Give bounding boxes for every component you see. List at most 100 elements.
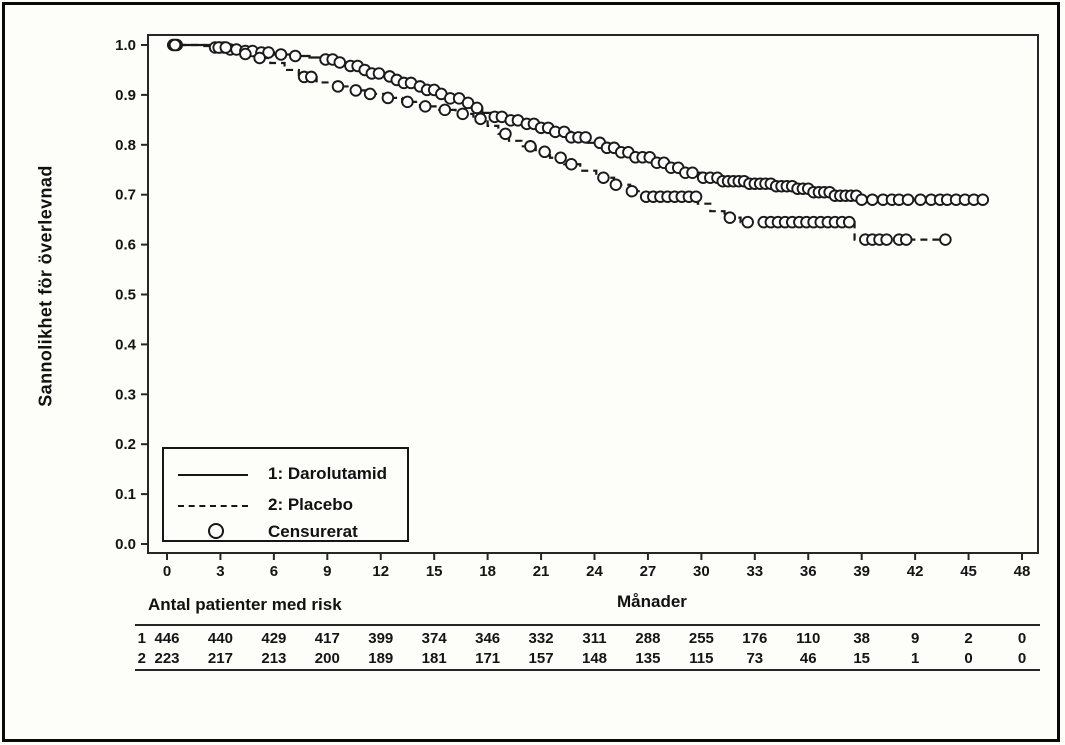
y-tick-label: 0.2: [115, 436, 136, 453]
dashed-line-sample: [178, 505, 248, 507]
censor-mark: [579, 131, 592, 144]
x-tick-label: 48: [1014, 563, 1031, 580]
x-axis-label: Månader: [617, 592, 687, 611]
x-tick-label: 15: [426, 563, 443, 580]
x-tick-label: 6: [270, 563, 278, 580]
risk-count: 181: [422, 650, 447, 667]
y-tick-label: 0.4: [115, 336, 137, 353]
censor-mark: [401, 95, 414, 109]
x-tick-label: 18: [479, 563, 496, 580]
risk-row-label: 2: [138, 650, 146, 667]
y-tick-label: 0.5: [115, 287, 136, 304]
x-tick-label: 30: [693, 563, 710, 580]
x-tick-label: 33: [746, 563, 763, 580]
y-tick-label: 0.8: [115, 137, 136, 154]
risk-count: 38: [853, 630, 870, 647]
censor-mark: [470, 101, 484, 115]
y-tick-label: 0.7: [115, 187, 136, 204]
risk-count: 0: [1018, 630, 1026, 647]
censor-mark: [689, 190, 703, 203]
censor-mark: [565, 158, 578, 171]
censor-mark: [438, 103, 452, 117]
risk-count: 213: [261, 650, 286, 667]
censor-mark: [274, 48, 288, 61]
risk-count: 311: [582, 630, 606, 647]
y-tick-label: 0.9: [115, 87, 136, 104]
legend-label-censored: Censurerat: [268, 522, 358, 541]
x-tick-label: 45: [960, 563, 977, 580]
risk-count: 217: [208, 650, 233, 667]
risk-count: 2: [964, 630, 972, 647]
censor-mark: [554, 151, 567, 165]
risk-count: 429: [261, 630, 286, 647]
y-tick-label: 1.0: [115, 37, 136, 54]
risk-count: 9: [911, 630, 919, 647]
censor-mark: [499, 127, 512, 141]
censor-mark: [524, 140, 537, 153]
x-tick-label: 27: [640, 563, 657, 580]
darolutamid-curve: [167, 43, 987, 201]
x-tick-label: 3: [216, 563, 224, 580]
risk-count: 399: [368, 630, 393, 647]
censor-mark: [419, 100, 432, 113]
censor-mark: [901, 193, 915, 206]
y-tick-label: 0.3: [115, 386, 136, 403]
censor-mark: [372, 67, 386, 80]
y-axis-label: Sannolikhet för överlevnad: [35, 165, 56, 407]
risk-count: 157: [529, 650, 554, 667]
risk-count: 115: [689, 650, 713, 667]
censor-mark: [855, 193, 868, 206]
risk-count: 332: [529, 630, 554, 647]
y-tick-label: 0.6: [115, 237, 136, 254]
censor-mark: [305, 70, 318, 84]
risk-count: 110: [796, 630, 820, 647]
y-tick-label: 0.0: [115, 536, 136, 553]
x-tick-label: 0: [163, 563, 171, 580]
risk-count: 176: [742, 630, 767, 647]
censor-mark: [253, 51, 266, 65]
risk-count: 15: [853, 650, 870, 667]
censor-mark: [976, 193, 990, 206]
risk-count: 46: [800, 650, 817, 667]
censor-mark: [866, 193, 879, 206]
risk-count: 0: [964, 650, 972, 667]
x-tick-label: 42: [907, 563, 924, 580]
risk-count: 189: [368, 650, 393, 667]
risk-count: 200: [315, 650, 340, 667]
censor-mark: [262, 46, 275, 59]
legend-label-darolutamid: 1: Darolutamid: [268, 464, 388, 483]
risk-count: 1: [911, 650, 919, 667]
risk-row-label: 1: [138, 630, 146, 647]
x-tick-label: 24: [586, 563, 603, 580]
censor-mark: [289, 49, 302, 63]
censor-mark: [219, 41, 233, 54]
x-tick-label: 12: [372, 563, 389, 580]
risk-count: 446: [154, 630, 179, 647]
risk-count: 223: [154, 650, 179, 667]
censor-mark: [939, 233, 952, 246]
censor-mark: [741, 215, 754, 229]
x-tick-label: 21: [533, 563, 550, 580]
censor-mark: [723, 211, 737, 224]
censor-mark: [625, 184, 639, 198]
x-tick-label: 9: [323, 563, 331, 580]
solid-line-sample: [178, 474, 248, 476]
censor-mark: [899, 233, 913, 246]
risk-table-title: Antal patienter med risk: [148, 595, 342, 614]
censored-circle-icon: [208, 523, 224, 539]
censor-mark: [349, 84, 363, 97]
x-tick-label: 39: [853, 563, 870, 580]
censor-mark: [363, 87, 377, 101]
risk-count: 440: [208, 630, 233, 647]
risk-count: 73: [746, 650, 763, 667]
risk-count: 288: [635, 630, 660, 647]
censor-mark: [456, 107, 469, 121]
censor-mark: [914, 193, 927, 206]
censor-mark: [686, 166, 699, 179]
placebo-curve: [167, 43, 951, 241]
legend-label-placebo: 2: Placebo: [268, 495, 354, 514]
risk-count: 0: [1018, 650, 1026, 667]
censor-mark: [538, 145, 551, 159]
